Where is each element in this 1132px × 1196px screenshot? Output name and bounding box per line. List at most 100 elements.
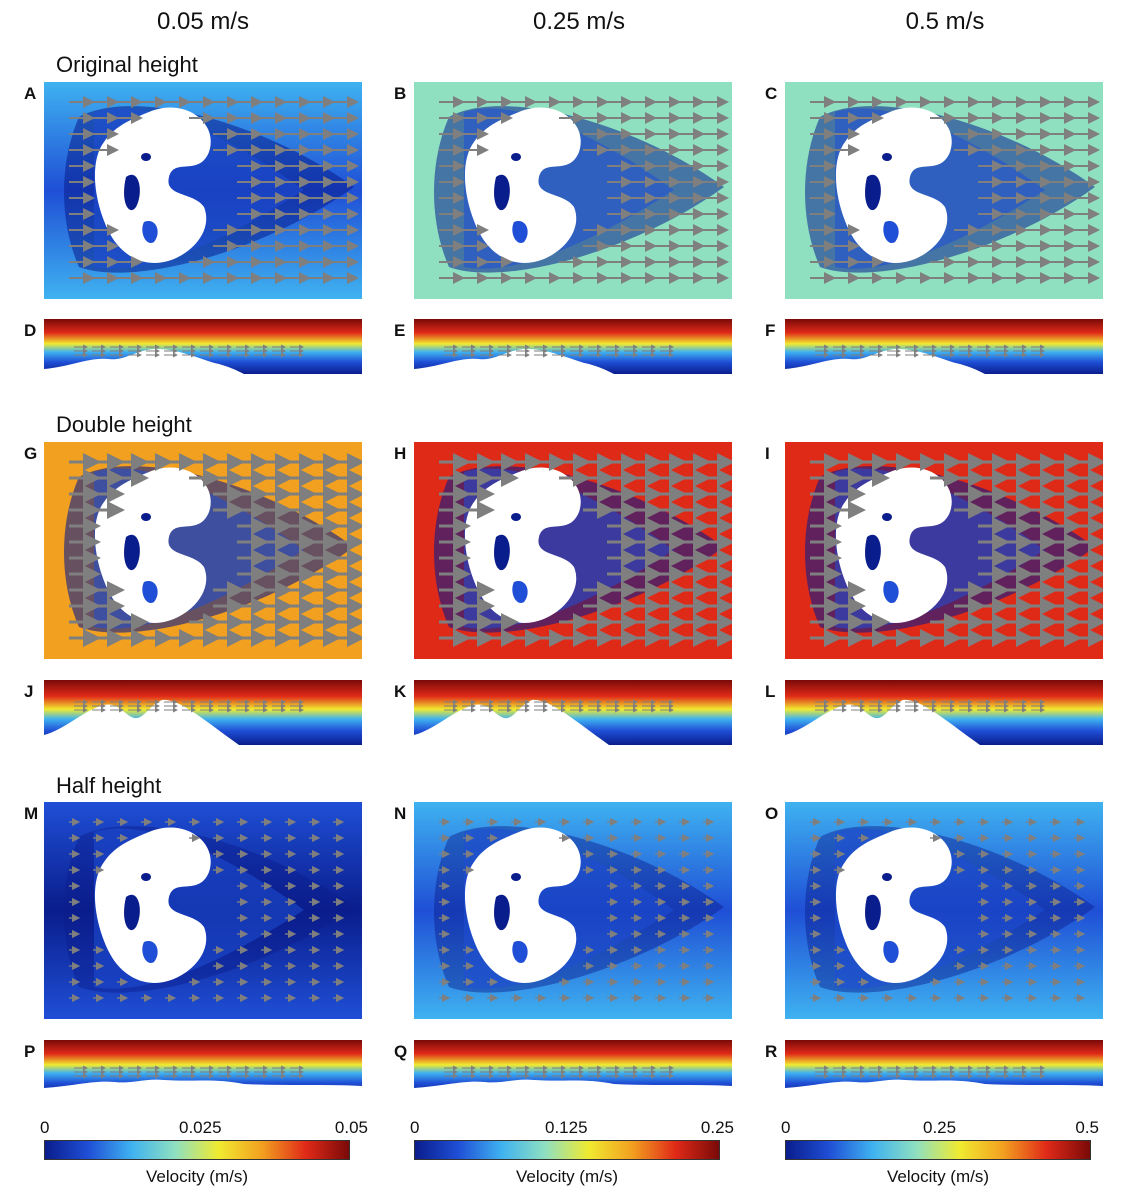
obstacle-cavity xyxy=(511,513,521,521)
coral-silhouette xyxy=(414,348,614,374)
obstacle-cavity xyxy=(865,174,881,211)
panel-label-p: P xyxy=(24,1042,36,1061)
top-view-panel-b xyxy=(414,82,732,299)
colorbar-3: 0 0.25 0.5 Velocity (m/s) xyxy=(781,1118,1099,1187)
coral-silhouette xyxy=(44,699,239,745)
obstacle-cavity xyxy=(142,581,158,603)
side-view-panel-e xyxy=(414,319,732,374)
obstacle-cavity xyxy=(494,174,510,211)
obstacle-cavity xyxy=(512,581,528,603)
obstacle-cavity xyxy=(124,534,140,571)
obstacle-cavity xyxy=(142,941,158,963)
obstacle-cavity xyxy=(142,221,158,243)
row-title-half: Half height xyxy=(56,773,162,798)
obstacle-cavity xyxy=(511,153,521,161)
panel-label-d: D xyxy=(24,321,37,340)
colorbar-3-tick-min: 0 xyxy=(781,1118,791,1137)
top-view-panel-g xyxy=(44,442,362,659)
obstacle-cavity xyxy=(494,534,510,571)
panel-label-n: N xyxy=(394,804,407,823)
colorbar-2-label: Velocity (m/s) xyxy=(515,1167,619,1186)
top-view-panel-a xyxy=(44,82,362,299)
coral-obstacle xyxy=(835,827,952,983)
side-view-panel-j xyxy=(44,680,362,745)
panel-label-a: A xyxy=(24,84,37,103)
coral-silhouette xyxy=(785,348,985,374)
obstacle-cavity xyxy=(124,894,140,931)
obstacle-cavity xyxy=(883,221,899,243)
colorbar-3-tick-max: 0.5 xyxy=(1075,1118,1099,1137)
colorbar-1-label: Velocity (m/s) xyxy=(145,1167,249,1186)
panel-label-q: Q xyxy=(394,1042,408,1061)
colorbar-2-tick-max: 0.25 xyxy=(700,1118,734,1137)
obstacle-cavity xyxy=(124,174,140,211)
coral-obstacle xyxy=(94,107,211,263)
coral-silhouette xyxy=(414,1079,732,1095)
colorbar-3-tick-mid: 0.25 xyxy=(923,1118,957,1137)
top-view-panel-i xyxy=(785,442,1103,659)
side-view-panel-k xyxy=(414,680,732,745)
top-view-panel-c xyxy=(785,82,1103,299)
side-view-panel-d xyxy=(44,319,362,374)
obstacle-cavity xyxy=(141,873,151,881)
colorbar-2-tick-min: 0 xyxy=(410,1118,420,1137)
panel-label-b: B xyxy=(394,84,407,103)
obstacle-cavity xyxy=(882,873,892,881)
coral-obstacle xyxy=(464,827,581,983)
coral-silhouette xyxy=(44,1079,362,1095)
top-view-panel-o xyxy=(785,802,1103,1019)
side-view-panel-p xyxy=(44,1040,362,1095)
top-view-panel-h xyxy=(414,442,732,659)
side-view-panel-q xyxy=(414,1040,732,1095)
panel-label-r: R xyxy=(765,1042,778,1061)
obstacle-cavity xyxy=(512,221,528,243)
panel-label-l: L xyxy=(765,682,776,701)
obstacle-cavity xyxy=(494,894,510,931)
obstacle-cavity xyxy=(883,941,899,963)
obstacle-cavity xyxy=(512,941,528,963)
colorbar-3-gradient xyxy=(785,1140,1091,1160)
panel-label-h: H xyxy=(394,444,407,463)
colorbar-2-gradient xyxy=(414,1140,720,1160)
column-title-1: 0.05 m/s xyxy=(156,8,250,35)
colorbar-2-tick-mid: 0.125 xyxy=(545,1118,588,1137)
coral-silhouette xyxy=(414,699,609,745)
obstacle-cavity xyxy=(882,153,892,161)
obstacle-cavity xyxy=(141,153,151,161)
row-title-original: Original height xyxy=(56,52,198,77)
obstacle-cavity xyxy=(511,873,521,881)
panel-label-o: O xyxy=(765,804,779,823)
obstacle-cavity xyxy=(865,534,881,571)
row-title-double: Double height xyxy=(56,412,192,437)
panel-label-f: F xyxy=(765,321,776,340)
colorbar-1-gradient xyxy=(44,1140,350,1160)
column-title-2: 0.25 m/s xyxy=(532,8,626,35)
colorbar-1: 0 0.025 0.05 Velocity (m/s) xyxy=(40,1118,368,1187)
side-view-panel-r xyxy=(785,1040,1103,1095)
coral-obstacle xyxy=(94,827,211,983)
coral-silhouette xyxy=(785,1079,1103,1095)
colorbar-1-tick-mid: 0.025 xyxy=(179,1118,222,1137)
panel-label-j: J xyxy=(24,682,34,701)
obstacle-cavity xyxy=(883,581,899,603)
panel-label-c: C xyxy=(765,84,778,103)
panel-label-g: G xyxy=(24,444,38,463)
coral-silhouette xyxy=(44,348,244,374)
obstacle-cavity xyxy=(882,513,892,521)
panel-label-m: M xyxy=(24,804,39,823)
colorbar-2: 0 0.125 0.25 Velocity (m/s) xyxy=(410,1118,734,1187)
colorbar-1-tick-min: 0 xyxy=(40,1118,50,1137)
column-title-3: 0.5 m/s xyxy=(905,8,985,35)
coral-silhouette xyxy=(785,699,980,745)
top-view-panel-n xyxy=(414,802,732,1019)
obstacle-cavity xyxy=(141,513,151,521)
top-view-panel-m xyxy=(44,802,362,1019)
colorbar-1-tick-max: 0.05 xyxy=(334,1118,368,1137)
panel-label-i: I xyxy=(765,444,770,463)
colorbar-3-label: Velocity (m/s) xyxy=(886,1167,990,1186)
obstacle-cavity xyxy=(865,894,881,931)
panel-label-k: K xyxy=(394,682,407,701)
coral-obstacle xyxy=(464,107,581,263)
coral-obstacle xyxy=(835,107,952,263)
side-view-panel-f xyxy=(785,319,1103,374)
